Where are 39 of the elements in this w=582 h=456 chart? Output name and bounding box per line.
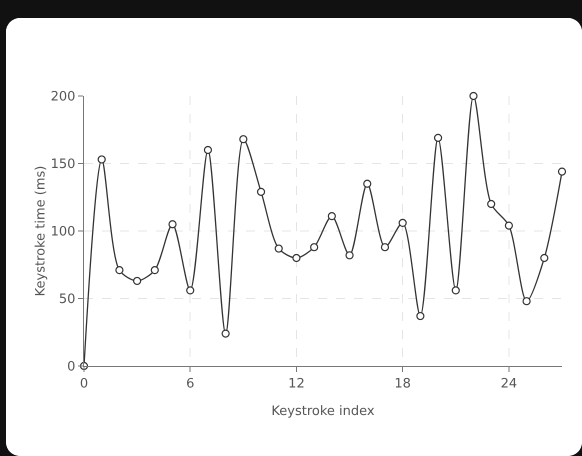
x-tick-label: 12 [288, 376, 305, 392]
point [204, 146, 212, 154]
y-tick-label: 100 [50, 224, 76, 240]
y-tick-label: 0 [67, 360, 76, 375]
point [469, 92, 478, 100]
y-tick-label: 50 [58, 292, 76, 308]
point [434, 134, 442, 142]
point [222, 330, 230, 338]
point [522, 297, 531, 306]
y-tick-label: 200 [50, 90, 76, 105]
point [256, 188, 266, 196]
point [168, 220, 177, 228]
point [186, 286, 194, 294]
x-axis-title: Keystroke index [271, 404, 375, 419]
point [274, 244, 283, 253]
point [115, 266, 124, 274]
y-tick-label: 150 [50, 157, 76, 172]
point [558, 168, 566, 176]
point [452, 286, 460, 294]
x-tick-label: 24 [500, 376, 518, 392]
x-tick-label: 6 [186, 376, 194, 392]
point [133, 276, 142, 286]
point [398, 218, 407, 227]
point [292, 254, 301, 262]
x-tick-label: 18 [394, 376, 411, 392]
point [416, 312, 424, 320]
point [345, 251, 354, 260]
point [487, 200, 496, 208]
point [328, 212, 336, 220]
point [150, 266, 159, 274]
y-axis-title: Keystroke time (ms) [34, 166, 49, 296]
x-tick-label: 0 [80, 376, 88, 392]
point [540, 254, 548, 262]
point [239, 135, 248, 144]
point [310, 243, 318, 252]
point [504, 222, 513, 230]
point [380, 243, 390, 252]
point [363, 180, 372, 188]
point [98, 155, 106, 164]
